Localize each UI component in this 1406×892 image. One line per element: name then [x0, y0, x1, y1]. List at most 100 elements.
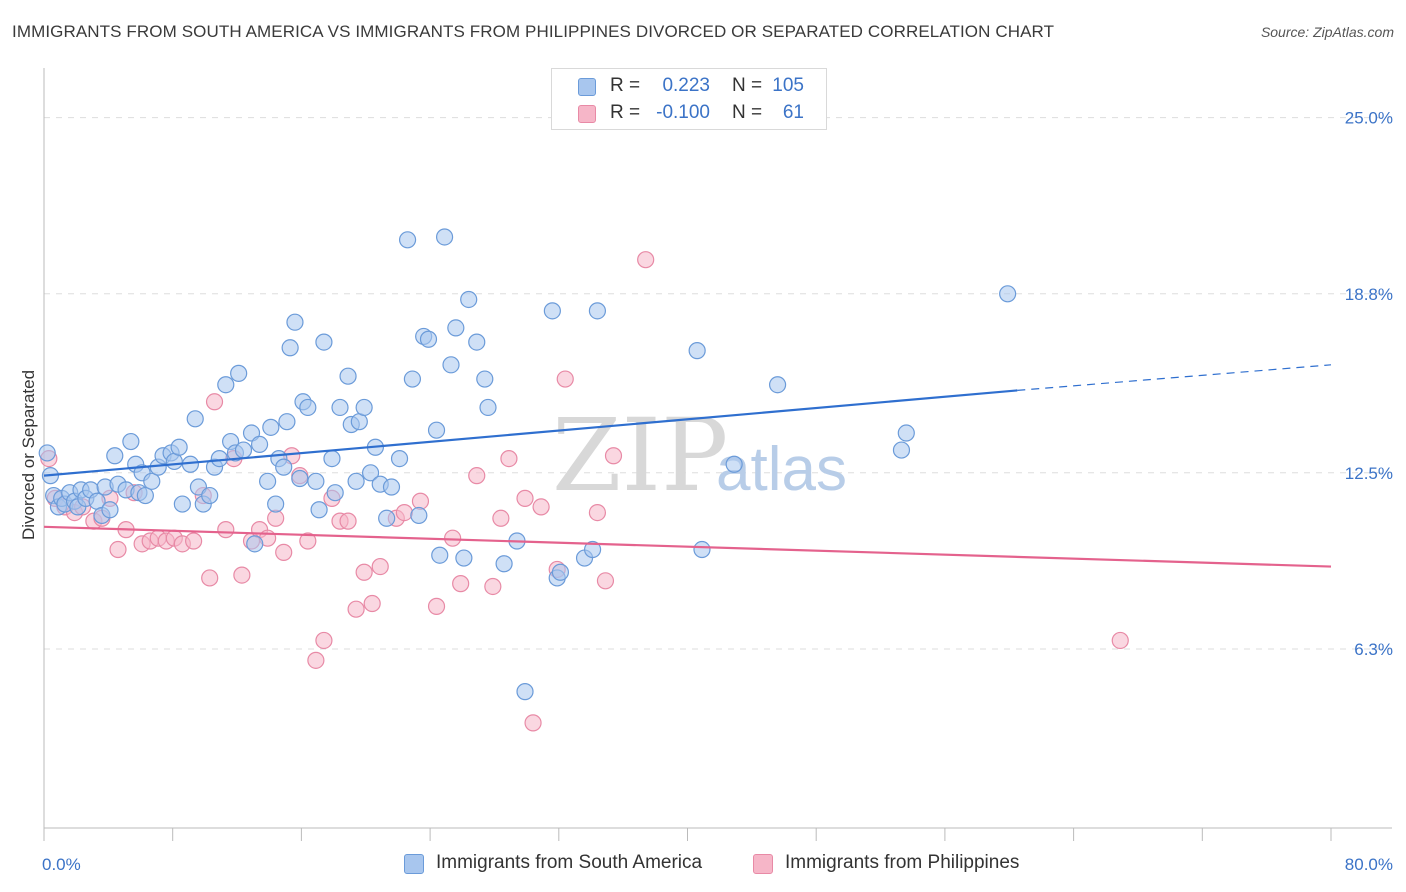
south-america-point-94	[551, 563, 570, 581]
philippines-point-49	[492, 509, 510, 527]
y-tick-labels: 6.3% 12.5% 18.8% 25.0%	[1345, 109, 1393, 659]
philippines-point-17	[185, 532, 203, 550]
legend-n-value: 61	[782, 102, 804, 123]
philippines-point-44	[427, 597, 446, 615]
philippines-point-55	[556, 370, 574, 388]
south-america-point-44	[246, 535, 264, 553]
south-america-point-100	[725, 455, 743, 473]
south-america-point-16	[106, 447, 124, 465]
south-america-point-15	[101, 501, 119, 519]
philippines-point-57	[596, 572, 615, 590]
south-america-point-91	[516, 683, 534, 701]
philippines-point-59	[637, 251, 655, 269]
philippines-point-46	[452, 575, 470, 593]
south-america-point-89	[495, 555, 513, 573]
philippines-point-42	[395, 503, 413, 522]
y-tick-label-1: 12.5%	[1345, 464, 1393, 483]
chart-title: IMMIGRANTS FROM SOUTH AMERICA VS IMMIGRA…	[12, 22, 1055, 41]
south-america-point-104	[999, 285, 1017, 303]
watermark-zip: ZIP	[552, 397, 728, 514]
south-america-point-35	[201, 486, 219, 505]
south-america-point-62	[331, 398, 349, 417]
south-america-point-103	[897, 424, 915, 442]
legend-r-label: R =	[610, 102, 641, 123]
south-america-point-37	[210, 450, 228, 468]
south-america-point-67	[355, 398, 373, 417]
legend-label: Immigrants from South America	[436, 852, 703, 873]
south-america-trend-line	[43, 389, 1018, 477]
south-america-point-92	[543, 302, 561, 320]
south-america-point-30	[173, 495, 191, 513]
south-america-point-57	[307, 472, 325, 490]
south-america-point-56	[299, 398, 317, 417]
south-america-point-74	[398, 231, 417, 249]
south-america-point-66	[350, 413, 368, 431]
south-america-point-24	[143, 472, 161, 490]
south-america-point-32	[186, 410, 204, 428]
correlation-legend: R = 0.223 N = 105 R = -0.100 N = 61	[551, 68, 827, 130]
philippines-point-48	[484, 577, 502, 596]
philippines-point-53	[532, 498, 550, 516]
south-america-trend-extension	[1017, 364, 1332, 392]
legend-swatch-pink	[578, 105, 596, 123]
south-america-point-60	[323, 450, 341, 468]
south-america-point-86	[468, 333, 486, 351]
south-america-point-96	[583, 540, 602, 559]
philippines-point-8	[109, 540, 127, 559]
legend-r-value: 0.223	[662, 75, 710, 96]
philippines-point-51	[516, 489, 534, 507]
philippines-point-60	[1111, 631, 1129, 650]
south-america-point-54	[291, 469, 309, 488]
south-america-point-101	[768, 376, 787, 394]
philippines-point-31	[299, 532, 317, 550]
legend-swatch-blue	[578, 78, 596, 96]
south-america-point-51	[278, 413, 296, 431]
south-america-point-76	[410, 506, 428, 525]
legend-swatch-blue	[404, 854, 424, 874]
philippines-point-20	[205, 393, 224, 411]
philippines-point-36	[339, 512, 357, 530]
south-america-point-45	[250, 435, 269, 453]
series-south-america-points	[38, 228, 1017, 701]
legend-n-label: N =	[732, 102, 763, 123]
south-america-point-88	[479, 398, 497, 417]
x-tick-label-0: 0.0%	[42, 855, 81, 874]
legend-row-philippines: R = -0.100 N = 61	[552, 100, 826, 128]
trend-lines	[43, 364, 1332, 568]
philippines-point-33	[315, 631, 333, 650]
south-america-point-82	[442, 356, 460, 374]
x-tick-labels: 0.0% 80.0%	[42, 855, 1393, 874]
south-america-point-97	[588, 302, 607, 320]
south-america-point-19	[122, 432, 140, 451]
south-america-point-68	[361, 464, 380, 482]
south-america-point-41	[230, 364, 248, 382]
south-america-point-28	[165, 452, 183, 471]
south-america-point-72	[382, 478, 401, 496]
philippines-point-50	[500, 450, 518, 468]
philippines-point-56	[588, 503, 607, 522]
philippines-point-38	[355, 563, 373, 581]
y-tick-label-3: 25.0%	[1345, 109, 1393, 128]
south-america-point-23	[136, 486, 154, 505]
y-axis-label: Divorced or Separated	[19, 370, 38, 540]
philippines-point-28	[275, 543, 293, 561]
south-america-point-99	[693, 540, 711, 559]
south-america-point-102	[892, 441, 911, 459]
philippines-point-21	[217, 521, 235, 539]
south-america-point-79	[427, 421, 446, 439]
south-america-point-29	[170, 438, 188, 456]
philippines-point-27	[267, 509, 285, 527]
series-legend: Immigrants from South America Immigrants…	[0, 852, 1406, 878]
philippines-point-58	[604, 447, 623, 465]
south-america-point-42	[234, 441, 253, 459]
south-america-point-73	[390, 450, 409, 468]
philippines-point-19	[201, 569, 219, 587]
south-america-point-75	[403, 370, 422, 388]
south-america-point-87	[476, 370, 494, 388]
south-america-point-50	[275, 458, 293, 476]
philippines-point-37	[347, 600, 365, 618]
legend-r-value: -0.100	[656, 102, 710, 123]
south-america-point-65	[347, 472, 365, 490]
philippines-point-23	[233, 566, 251, 584]
south-america-point-85	[460, 290, 478, 309]
